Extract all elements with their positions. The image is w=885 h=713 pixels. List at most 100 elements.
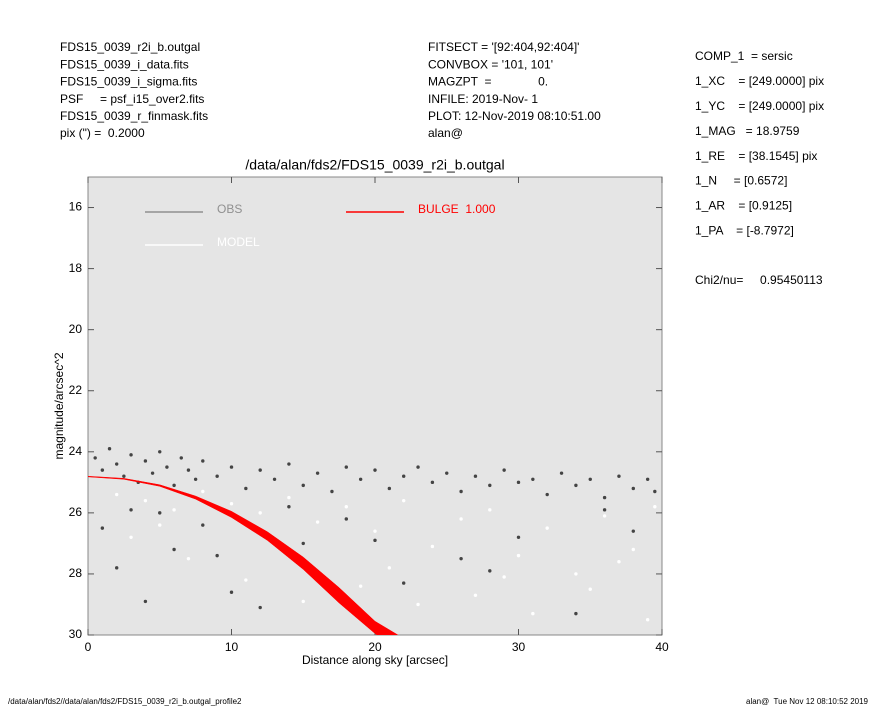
data-point [531, 611, 535, 616]
data-point [430, 480, 435, 485]
data-point [373, 468, 377, 472]
data-point [516, 480, 521, 485]
data-point [516, 535, 521, 539]
data-point [645, 477, 650, 481]
data-point [215, 474, 219, 478]
data-point [373, 538, 377, 543]
data-point [473, 474, 478, 478]
data-point [244, 486, 248, 491]
y-tick-label: 22 [69, 383, 83, 397]
data-point [402, 498, 406, 503]
x-tick-label: 40 [655, 640, 669, 654]
data-point [158, 511, 162, 515]
data-point [387, 486, 392, 491]
header-line: FDS15_0039_i_sigma.fits [60, 75, 197, 89]
data-point [100, 526, 105, 530]
data-point [574, 483, 578, 488]
data-point [459, 489, 463, 494]
data-point [430, 544, 435, 549]
param-line: 1_XC = [249.0000] pix [695, 74, 824, 88]
data-point [100, 468, 105, 472]
data-point [545, 492, 549, 497]
data-point [93, 456, 97, 460]
data-point [631, 547, 635, 552]
data-point [531, 477, 535, 481]
data-point [301, 599, 305, 604]
x-tick-label: 0 [85, 640, 92, 654]
legend-label: BULGE 1.000 [418, 202, 496, 216]
data-point [287, 462, 291, 466]
data-point [459, 556, 463, 561]
data-point [179, 456, 183, 460]
param-line: 1_N = [0.6572] [695, 174, 787, 188]
data-point [645, 618, 650, 622]
legend-label: MODEL [217, 235, 260, 249]
data-point [588, 587, 592, 591]
data-point [143, 459, 148, 463]
data-point [115, 492, 119, 497]
data-point [301, 483, 305, 488]
data-point [358, 477, 363, 481]
data-point [574, 611, 578, 616]
data-point [488, 508, 492, 512]
data-point [631, 486, 635, 491]
data-point [545, 526, 549, 530]
header-line: PSF = psf_i15_over2.fits [60, 92, 204, 106]
data-point [186, 556, 191, 561]
data-point [229, 590, 234, 594]
data-point [115, 566, 119, 570]
data-point [416, 465, 420, 469]
header-line: CONVBOX = '101, 101' [428, 57, 553, 71]
data-point [653, 505, 657, 509]
data-point [574, 572, 578, 576]
data-point [653, 489, 657, 494]
y-tick-label: 24 [69, 444, 83, 458]
param-line: 1_AR = [0.9125] [695, 199, 792, 213]
model-band [88, 475, 399, 635]
data-point [258, 605, 262, 610]
data-point [516, 553, 521, 558]
x-tick-label: 30 [512, 640, 526, 654]
data-point [502, 575, 506, 579]
x-tick-label: 20 [368, 640, 382, 654]
data-point [473, 593, 478, 598]
header-line: FDS15_0039_i_data.fits [60, 57, 189, 71]
data-point [459, 517, 463, 521]
data-point [315, 471, 320, 475]
header-line: PLOT: 12-Nov-2019 08:10:51.00 [428, 109, 601, 123]
data-point [258, 468, 262, 472]
data-point [502, 468, 506, 472]
y-tick-label: 18 [69, 261, 83, 275]
data-point [402, 474, 406, 478]
data-point [445, 471, 449, 475]
param-line: 1_YC = [249.0000] pix [695, 99, 824, 113]
data-point [387, 566, 392, 570]
data-point [258, 511, 262, 515]
data-point [488, 569, 492, 573]
data-point [107, 447, 112, 451]
param-line: 1_PA = [-8.7972] [695, 223, 794, 237]
param-line: 1_MAG = 18.9759 [695, 124, 800, 138]
footer-right: alan@ Tue Nov 12 08:10:52 2019 [746, 697, 869, 706]
data-point [301, 541, 305, 546]
data-point [416, 602, 420, 607]
data-point [287, 505, 291, 509]
plot-area [87, 176, 663, 636]
data-point [330, 489, 334, 494]
header-line: FDS15_0039_r2i_b.outgal [60, 40, 200, 54]
y-tick-label: 26 [69, 505, 83, 519]
header-line: FDS15_0039_r_finmask.fits [60, 109, 208, 123]
header-line: alan@ [428, 126, 463, 140]
data-point [344, 465, 348, 469]
data-point [129, 535, 133, 539]
data-point [158, 523, 162, 527]
y-tick-label: 20 [69, 322, 83, 336]
data-point [602, 514, 607, 518]
header-line: INFILE: 2019-Nov- 1 [428, 92, 538, 106]
data-point [158, 450, 162, 454]
data-point [115, 462, 119, 466]
data-point [602, 495, 607, 500]
data-point [201, 523, 205, 527]
y-axis-label: magnitude/arcsec^2 [52, 352, 66, 459]
y-tick-label: 16 [69, 200, 83, 214]
